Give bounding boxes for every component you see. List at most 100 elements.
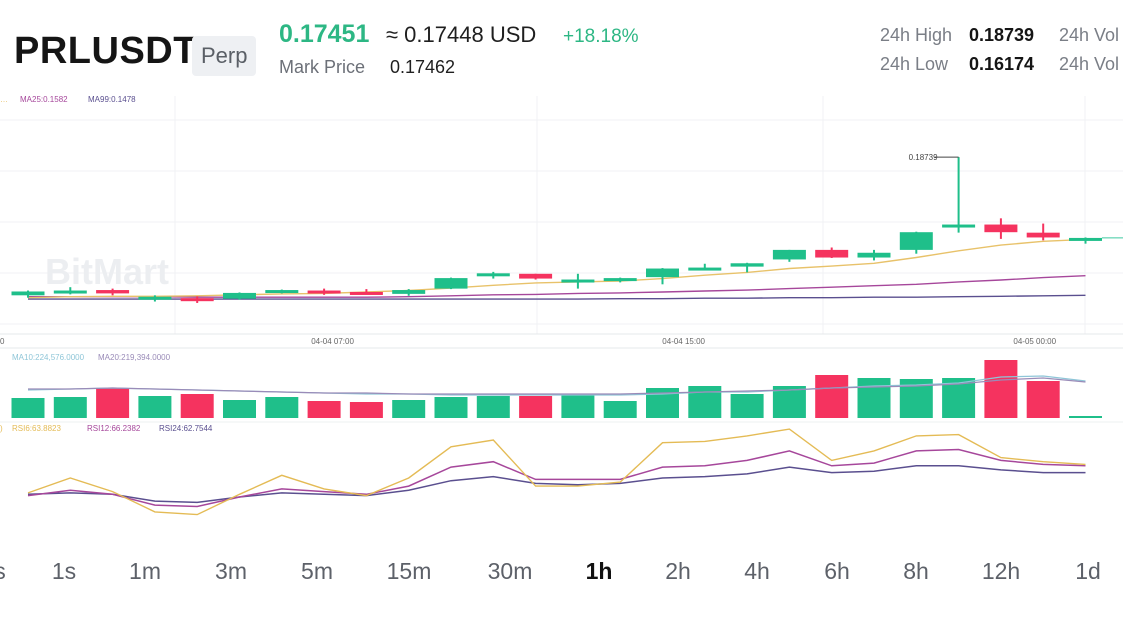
volume-bar[interactable] <box>519 396 553 418</box>
contract-type-badge: Perp <box>192 36 257 76</box>
candle[interactable] <box>434 277 468 290</box>
candle[interactable] <box>307 288 341 295</box>
rsi-pane[interactable] <box>27 428 1086 516</box>
timeframe-6h[interactable]: 6h <box>824 558 850 584</box>
timeframe-s[interactable]: s <box>0 558 6 584</box>
candle[interactable] <box>561 273 595 289</box>
volume-ma20-line <box>28 377 1086 395</box>
x-axis-tick-label: 0 <box>0 337 5 346</box>
candle[interactable] <box>646 268 679 285</box>
volume-pane[interactable] <box>11 360 1103 418</box>
volume-bar[interactable] <box>730 394 764 418</box>
volume-bar[interactable] <box>603 401 637 418</box>
timeframe-5m[interactable]: 5m <box>301 558 333 584</box>
candle-body <box>11 291 45 296</box>
low-24h-label: 24h Low <box>880 54 949 74</box>
low-24h-value: 0.16174 <box>969 54 1035 74</box>
candle[interactable] <box>942 157 976 233</box>
price-pane[interactable]: 0.18739 <box>11 153 1123 303</box>
volume-bar[interactable] <box>53 397 87 418</box>
candle[interactable] <box>815 247 849 259</box>
mark-price-label: Mark Price <box>279 57 366 77</box>
timeframe-15m[interactable]: 15m <box>386 558 432 584</box>
ticker-header: PRLUSDT Perp 0.17451 ≈ 0.17448 USD +18.1… <box>0 0 1123 95</box>
rsi24-indicator-label: RSI24:62.7544 <box>159 424 213 433</box>
timeframe-1s[interactable]: 1s <box>51 558 77 584</box>
candle-body <box>899 232 933 250</box>
volume-bar[interactable] <box>1026 381 1060 418</box>
rsi24-line <box>27 465 1086 504</box>
candle-body <box>603 278 637 282</box>
volume-bar[interactable] <box>434 397 468 418</box>
candle-body <box>265 290 299 294</box>
timeframe-4h[interactable]: 4h <box>744 558 770 584</box>
timeframe-1h[interactable]: 1h <box>585 558 613 584</box>
candle[interactable] <box>772 249 806 262</box>
candle[interactable] <box>11 290 45 298</box>
volume-bar[interactable] <box>223 400 256 418</box>
volume-bar[interactable] <box>349 402 383 418</box>
volume-bar[interactable] <box>984 360 1018 418</box>
volume-ma20-label: MA20:219,394.0000 <box>98 353 171 362</box>
timeframe-1m[interactable]: 1m <box>129 558 161 584</box>
candle-body <box>942 224 976 228</box>
candle[interactable] <box>265 289 299 294</box>
max-price-label: 0.18739 <box>909 153 938 162</box>
candle[interactable] <box>476 271 510 279</box>
ma7-line <box>27 238 1086 299</box>
ma25-indicator-label: MA25:0.1582 <box>20 96 68 104</box>
volume-bar[interactable] <box>476 396 510 418</box>
volume-bar[interactable] <box>180 394 214 418</box>
timeframe-selector: s 1s 1m 3m 5m 15m 30m 1h 2h 4h 6h 8h 12h 1d <box>0 548 1123 598</box>
volume-bar[interactable] <box>307 401 341 418</box>
candle-body <box>646 268 679 278</box>
candle[interactable] <box>180 296 214 303</box>
candle[interactable] <box>603 277 637 283</box>
candle[interactable] <box>1069 237 1102 244</box>
candle[interactable] <box>96 288 130 296</box>
candle[interactable] <box>519 273 553 280</box>
candle[interactable] <box>223 292 256 300</box>
timeframe-3m[interactable]: 3m <box>215 558 247 584</box>
candle[interactable] <box>138 295 172 302</box>
candle[interactable] <box>857 249 891 261</box>
volume-bar[interactable] <box>11 398 45 418</box>
candle[interactable] <box>899 231 933 254</box>
volume-bar[interactable] <box>857 378 891 418</box>
volume-bar[interactable] <box>96 388 130 418</box>
timeframe-8h[interactable]: 8h <box>903 558 929 584</box>
vol-24h-label: 24h Vol <box>1059 25 1120 45</box>
candle[interactable] <box>392 289 426 296</box>
volume-bar[interactable] <box>265 397 299 418</box>
volume-ma10-label: MA10:224,576.0000 <box>12 353 85 362</box>
candle-body <box>519 273 553 279</box>
timeframe-12h[interactable]: 12h <box>981 558 1021 584</box>
volume-bar[interactable] <box>772 386 806 418</box>
timeframe-1d[interactable]: 1d <box>1075 558 1101 584</box>
kline-chart[interactable]: BitMart 0.18739 … MA25:0.1582 MA99:0.1478 M… <box>0 96 1123 546</box>
timeframe-30m[interactable]: 30m <box>487 558 533 584</box>
symbol-title[interactable]: PRLUSDT <box>14 30 197 72</box>
candle-body <box>180 298 214 302</box>
ma7-indicator-label: … <box>0 96 8 104</box>
volume-bar[interactable] <box>392 400 426 418</box>
candle[interactable] <box>1026 223 1060 241</box>
candle[interactable] <box>730 262 764 273</box>
x-axis-tick-label: 04-04 15:00 <box>662 337 705 346</box>
volume-bar[interactable] <box>138 396 172 418</box>
timeframe-2h[interactable]: 2h <box>665 558 691 584</box>
candle[interactable] <box>53 287 87 295</box>
rsi6-indicator-label: RSI6:63.8823 <box>12 424 61 433</box>
volume-bar[interactable] <box>688 386 722 418</box>
candle[interactable] <box>688 263 722 271</box>
bitmart-watermark: BitMart <box>45 251 169 292</box>
volume-bar[interactable] <box>815 375 849 418</box>
candle-body <box>772 249 806 260</box>
vol-24h-label-2: 24h Vol <box>1059 54 1120 74</box>
volume-bar[interactable] <box>561 395 595 418</box>
candle-body <box>96 290 130 294</box>
candle[interactable] <box>984 218 1018 239</box>
candle-body <box>561 279 595 283</box>
candle[interactable] <box>349 289 383 295</box>
volume-bar[interactable] <box>1069 416 1102 418</box>
